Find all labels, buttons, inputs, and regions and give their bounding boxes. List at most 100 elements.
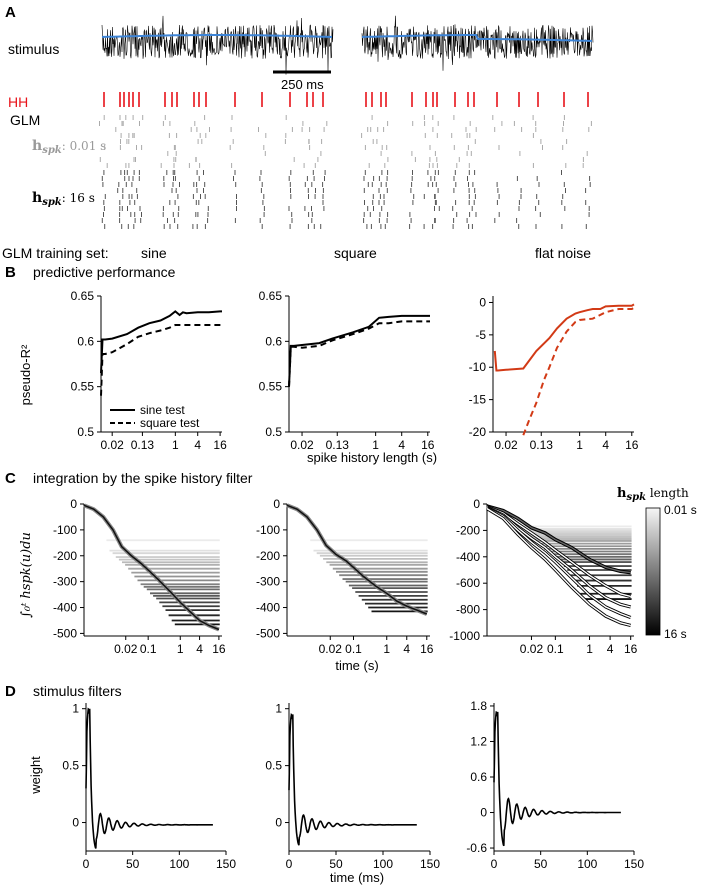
x-tick-label: 100: [169, 857, 189, 871]
y-tick-label: 0: [273, 497, 280, 511]
x-tick-label: 0.02: [494, 438, 518, 452]
y-tick-label: 1.8: [470, 699, 487, 713]
x-tick-label: 4: [403, 642, 410, 656]
y-tick-label: 1: [275, 702, 282, 716]
panel-d-ylabel: weight: [28, 756, 43, 795]
y-tick-label: 0.65: [71, 289, 95, 303]
x-tick-label: 0: [286, 857, 293, 871]
y-tick-label: -500: [53, 626, 77, 640]
panel-b-legend: sine test square test: [110, 403, 200, 430]
x-tick-label: 16: [625, 438, 639, 452]
y-tick-label: -300: [53, 575, 77, 589]
y-tick-label: 0.5: [265, 425, 282, 439]
x-tick-label: 4: [607, 642, 614, 656]
y-tick-label: 0: [480, 806, 487, 820]
y-tick-label: 0.6: [265, 334, 282, 348]
y-tick-label: 0.65: [259, 289, 283, 303]
series-sine-test: [288, 314, 430, 387]
colorbar-bottom-label: 16 s: [664, 627, 687, 641]
y-tick-label: -200: [456, 523, 480, 537]
x-tick-label: 50: [126, 857, 140, 871]
y-tick-label: -300: [256, 575, 280, 589]
chart-plots: 0.50.550.60.650.02 0.13 1 4 160.50.550.60.65…: [53, 289, 644, 871]
integration-curve: [486, 507, 631, 619]
y-tick-label: -10: [469, 360, 487, 374]
x-tick-label: 1: [177, 642, 184, 656]
series-square-test: [100, 324, 222, 396]
stimulus-filter: [288, 713, 417, 846]
stimulus-traces: [101, 15, 594, 75]
y-tick-label: -20: [469, 425, 487, 439]
y-tick-label: -15: [469, 393, 487, 407]
colorbar: hspk length 0.01 s 16 s: [617, 486, 697, 641]
x-tick-label: 16: [213, 438, 227, 452]
x-tick-label: 1: [372, 438, 379, 452]
x-tick-label: 16: [421, 438, 435, 452]
training-set-square: square: [334, 245, 377, 261]
x-tick-label: 50: [329, 857, 343, 871]
y-tick-label: -800: [456, 603, 480, 617]
colorbar-top-label: 0.01 s: [664, 503, 697, 517]
plot-B3: -20 -15 -10 -5 0 0.02 0.13 1 4 16: [469, 295, 639, 452]
x-tick-label: 0.1: [547, 642, 564, 656]
y-tick-label: -100: [53, 523, 77, 537]
y-tick-label: -400: [256, 601, 280, 615]
panel-c-title: integration by the spike history filter: [33, 470, 253, 486]
x-tick-label: 0.13: [131, 438, 155, 452]
panel-b-letter: B: [5, 264, 16, 281]
stimulus-mean-1: [101, 34, 333, 38]
y-tick-label: -600: [456, 576, 480, 590]
series-sine-test: [493, 303, 635, 372]
panel-c-ylabel: ∫₀ᵗ hspk(u)du: [19, 532, 34, 618]
plot-D3: -0.6 0 0.6 1.2 1.8 0 50 100 150: [466, 699, 644, 871]
y-tick-label: 0: [70, 497, 77, 511]
x-tick-label: 16: [624, 642, 638, 656]
x-tick-label: 0.02: [520, 642, 544, 656]
h-spk-short-label: hspk: 0.01 s: [32, 138, 106, 156]
x-tick-label: 0.1: [140, 642, 157, 656]
y-tick-label: 1: [72, 702, 79, 716]
y-tick-label: 0.55: [259, 380, 283, 394]
series-sine-test: [100, 310, 222, 374]
y-tick-label: 0.55: [71, 380, 95, 394]
x-tick-label: 0.02: [101, 438, 125, 452]
plot-C3: 0 -200 -400 -600 -800 -1000 0.02 0.1 1 4 16: [449, 497, 637, 656]
x-tick-label: 150: [216, 857, 236, 871]
x-tick-label: 1: [586, 642, 593, 656]
integration-curve: [486, 505, 631, 574]
x-tick-label: 0: [83, 857, 90, 871]
panel-c-xlabel: time (s): [335, 658, 378, 673]
stimulus-mean-2: [361, 34, 593, 42]
x-tick-label: 1: [576, 438, 583, 452]
x-tick-label: 0.02: [290, 438, 314, 452]
panel-a-letter: A: [5, 4, 16, 21]
glm-label: GLM: [10, 112, 40, 128]
stimulus-filter: [85, 707, 213, 849]
x-tick-label: 50: [534, 857, 548, 871]
x-tick-label: 16: [212, 642, 226, 656]
y-tick-label: 0.5: [77, 425, 94, 439]
y-tick-label: 0: [473, 497, 480, 511]
spike-rasters: [99, 92, 592, 229]
h-spk-long-label: hspk: 16 s: [32, 190, 95, 208]
x-tick-label: 100: [577, 857, 597, 871]
x-tick-label: 4: [194, 438, 201, 452]
legend-square-label: square test: [140, 416, 200, 430]
series-square-test: [522, 306, 635, 436]
y-tick-label: -400: [456, 550, 480, 564]
stimulus-label: stimulus: [8, 41, 59, 57]
training-set-flat-noise: flat noise: [535, 245, 591, 261]
x-tick-label: 4: [602, 438, 609, 452]
x-tick-label: 1: [172, 438, 179, 452]
panel-c-letter: C: [5, 470, 16, 487]
x-tick-label: 16: [420, 642, 434, 656]
y-tick-label: 0.5: [265, 759, 282, 773]
plot-D1: 0 0.5 1 0 50 100 150: [62, 702, 236, 871]
training-set-label: GLM training set:: [2, 245, 109, 261]
y-tick-label: 0.6: [77, 334, 94, 348]
stimulus-trace-2: [361, 15, 594, 71]
plot-C1: 0 -100 -200 -300 -400 -500 0.02 0.1 1 4 16: [53, 497, 226, 656]
panel-d-xlabel: time (ms): [330, 870, 384, 885]
x-tick-label: 0: [491, 857, 498, 871]
